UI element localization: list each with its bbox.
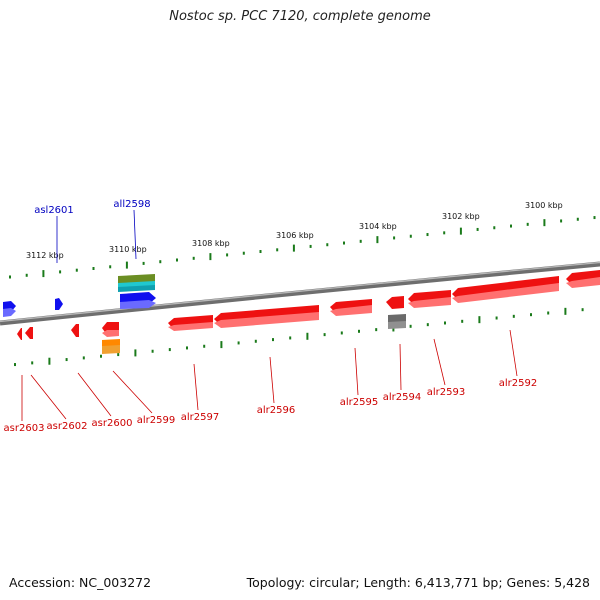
accession-label: Accession: NC_003272 bbox=[9, 575, 152, 590]
gene-arrow[interactable] bbox=[55, 298, 63, 310]
gene-label-asr2603[interactable]: asr2603 bbox=[4, 423, 45, 434]
leader-line bbox=[433, 338, 446, 386]
gene-label-alr2597[interactable]: alr2597 bbox=[181, 412, 219, 423]
gene-arrow[interactable] bbox=[214, 312, 319, 328]
leader-line bbox=[193, 363, 199, 411]
gene-leader-lines bbox=[21, 209, 518, 421]
gene-arrow[interactable] bbox=[120, 300, 156, 309]
reverse-strand-features bbox=[17, 270, 600, 354]
leader-line bbox=[112, 370, 153, 414]
leader-line bbox=[399, 343, 402, 391]
gene-label-asr2602[interactable]: asr2602 bbox=[47, 421, 88, 432]
scale-label: 3108 kbp bbox=[192, 239, 230, 248]
leader-line bbox=[77, 372, 112, 417]
leader-line bbox=[133, 209, 137, 260]
gene-label-alr2592[interactable]: alr2592 bbox=[499, 378, 537, 389]
gene-label-asl2601[interactable]: asl2601 bbox=[34, 205, 74, 216]
gene-label-alr2595[interactable]: alr2595 bbox=[340, 397, 378, 408]
leader-line bbox=[354, 347, 359, 396]
gene-labels: asl2601 all2598 asr2603 asr2602 asr2600 alr25… bbox=[4, 199, 538, 434]
leader-line bbox=[269, 356, 275, 404]
gene-arrow[interactable] bbox=[566, 277, 600, 288]
upper-tick-track bbox=[9, 216, 596, 279]
gene-arrow[interactable] bbox=[17, 328, 22, 340]
gene-label-alr2599[interactable]: alr2599 bbox=[137, 415, 175, 426]
gene-arrow[interactable] bbox=[25, 327, 33, 339]
genome-stats: Topology: circular; Length: 6,413,771 bp… bbox=[246, 575, 590, 590]
scale-label: 3104 kbp bbox=[359, 222, 397, 231]
gene-arrow[interactable] bbox=[168, 322, 213, 331]
scale-label: 3106 kbp bbox=[276, 231, 314, 240]
gene-arrow[interactable] bbox=[386, 296, 404, 309]
gene-arrow[interactable] bbox=[452, 283, 559, 303]
gene-block[interactable] bbox=[118, 285, 155, 292]
scale-labels: 3112 kbp 3110 kbp 3108 kbp 3106 kbp 3104 kbp… bbox=[26, 201, 563, 260]
leader-line bbox=[30, 374, 67, 420]
scale-label: 3102 kbp bbox=[442, 212, 480, 221]
scale-label: 3110 kbp bbox=[109, 245, 147, 254]
scale-label: 3100 kbp bbox=[525, 201, 563, 210]
gene-block[interactable] bbox=[388, 321, 406, 329]
genome-backbone bbox=[0, 261, 600, 326]
gene-arrow[interactable] bbox=[102, 330, 119, 337]
gene-arrow[interactable] bbox=[3, 308, 16, 317]
gene-label-all2598[interactable]: all2598 bbox=[113, 199, 150, 210]
gene-arrow[interactable] bbox=[71, 324, 79, 337]
leader-line bbox=[509, 329, 518, 377]
scale-label: 3112 kbp bbox=[26, 251, 64, 260]
map-title: Nostoc sp. PCC 7120, complete genome bbox=[169, 9, 431, 24]
gene-arrow[interactable] bbox=[408, 297, 451, 308]
gene-arrow[interactable] bbox=[330, 305, 372, 316]
gene-label-alr2594[interactable]: alr2594 bbox=[383, 392, 421, 403]
forward-strand-features bbox=[3, 274, 156, 317]
gene-block[interactable] bbox=[102, 345, 120, 354]
genome-backbone-highlight bbox=[0, 261, 600, 323]
gene-label-asr2600[interactable]: asr2600 bbox=[92, 418, 133, 429]
gene-label-alr2596[interactable]: alr2596 bbox=[257, 405, 295, 416]
gene-label-alr2593[interactable]: alr2593 bbox=[427, 387, 465, 398]
